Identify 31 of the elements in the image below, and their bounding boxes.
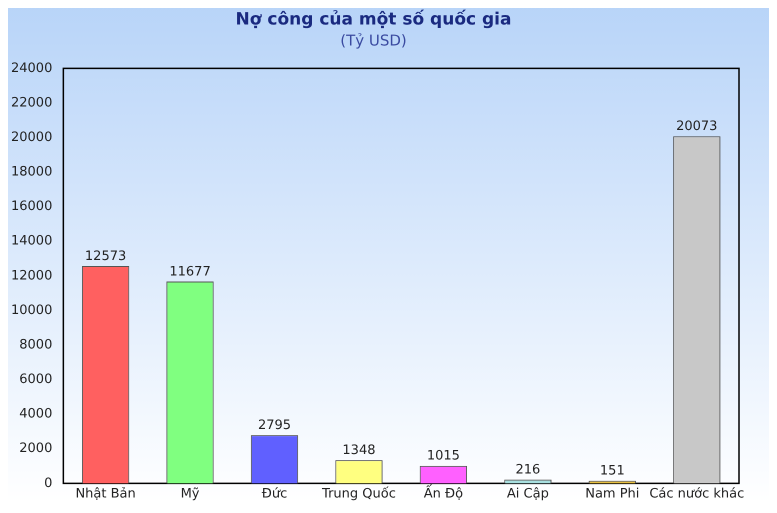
data-label: 1015 bbox=[426, 448, 460, 464]
y-tick-label: 18000 bbox=[10, 164, 52, 180]
y-tick-label: 8000 bbox=[19, 337, 52, 352]
y-tick-label: 22000 bbox=[10, 95, 52, 110]
chart-subtitle: (Tỷ USD) bbox=[340, 31, 407, 50]
y-tick-label: 2000 bbox=[19, 441, 52, 456]
data-label: 2795 bbox=[258, 418, 292, 433]
y-tick-label: 16000 bbox=[10, 199, 52, 214]
x-tick-label: Nhật Bản bbox=[75, 486, 136, 502]
data-label: 151 bbox=[600, 464, 625, 479]
data-label: 216 bbox=[515, 462, 540, 478]
y-tick-label: 0 bbox=[44, 476, 52, 491]
data-label: 20073 bbox=[676, 119, 718, 134]
x-tick-label: Ai Cập bbox=[506, 486, 549, 502]
x-tick-label: Ấn Độ bbox=[424, 484, 464, 502]
y-tick-label: 10000 bbox=[10, 302, 52, 318]
x-tick-label: Trung Quốc bbox=[321, 486, 396, 502]
x-tick-label: Mỹ bbox=[180, 486, 200, 502]
x-tick-label: Đức bbox=[262, 486, 288, 502]
x-tick-label: Các nước khác bbox=[649, 486, 744, 502]
y-tick-label: 6000 bbox=[19, 372, 52, 388]
y-tick-label: 4000 bbox=[19, 406, 52, 422]
y-tick-label: 20000 bbox=[10, 130, 52, 145]
data-label: 12573 bbox=[84, 248, 126, 264]
chart-title: Nợ công của một số quốc gia bbox=[236, 10, 512, 30]
y-tick-label: 12000 bbox=[10, 268, 52, 284]
y-tick-label: 24000 bbox=[10, 60, 52, 76]
y-tick-label: 14000 bbox=[10, 234, 52, 249]
data-label: 1348 bbox=[342, 442, 376, 458]
data-label: 11677 bbox=[169, 264, 211, 280]
x-tick-label: Nam Phi bbox=[585, 486, 640, 502]
